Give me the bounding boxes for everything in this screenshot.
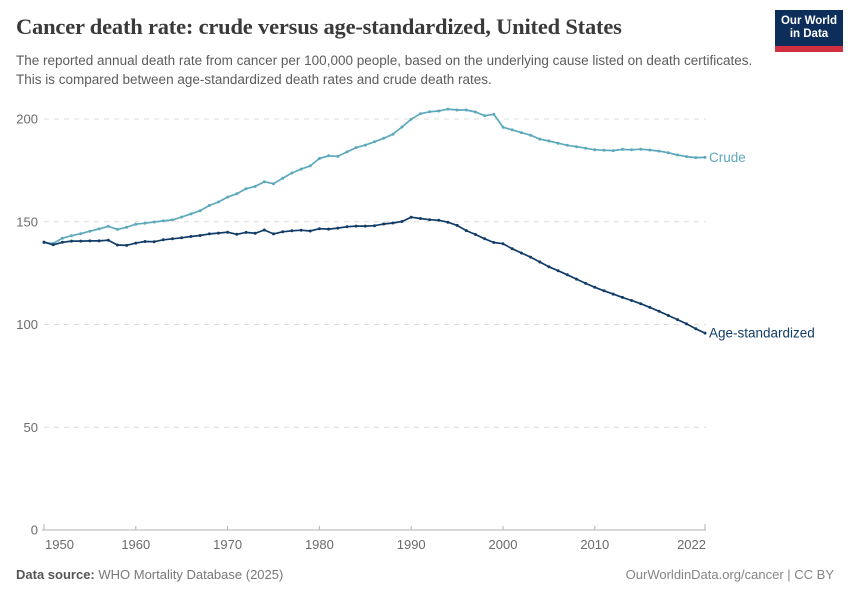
svg-text:150: 150 <box>16 214 38 229</box>
svg-text:2010: 2010 <box>580 537 609 552</box>
chart-footer: Data source: WHO Mortality Database (202… <box>16 567 834 582</box>
svg-text:1960: 1960 <box>121 537 150 552</box>
svg-text:1970: 1970 <box>213 537 242 552</box>
svg-text:100: 100 <box>16 317 38 332</box>
owid-logo-line1: Our World <box>780 15 837 27</box>
svg-text:Age-standardized: Age-standardized <box>709 326 815 341</box>
data-source: Data source: WHO Mortality Database (202… <box>16 567 283 582</box>
chart-plot-area[interactable]: 0 50 100 150 200 1950 1960 1970 1980 1990 2000 2010… <box>0 95 850 560</box>
svg-text:50: 50 <box>24 420 38 435</box>
chart-title: Cancer death rate: crude versus age-stan… <box>16 14 622 39</box>
svg-text:Crude: Crude <box>709 150 746 165</box>
owid-logo[interactable]: Our World in Data <box>775 10 843 52</box>
svg-text:2000: 2000 <box>489 537 518 552</box>
chart-subtitle: The reported annual death rate from canc… <box>16 53 753 87</box>
svg-text:0: 0 <box>31 523 38 538</box>
svg-text:2022: 2022 <box>677 537 706 552</box>
data-source-label: Data source: <box>16 567 95 582</box>
svg-text:200: 200 <box>16 112 38 127</box>
owid-logo-line2: in Data <box>789 28 829 40</box>
svg-text:1980: 1980 <box>305 537 334 552</box>
svg-text:1950: 1950 <box>45 537 74 552</box>
attribution-link[interactable]: OurWorldinData.org/cancer | CC BY <box>625 567 834 582</box>
svg-text:1990: 1990 <box>397 537 426 552</box>
data-source-value: WHO Mortality Database (2025) <box>94 567 284 582</box>
